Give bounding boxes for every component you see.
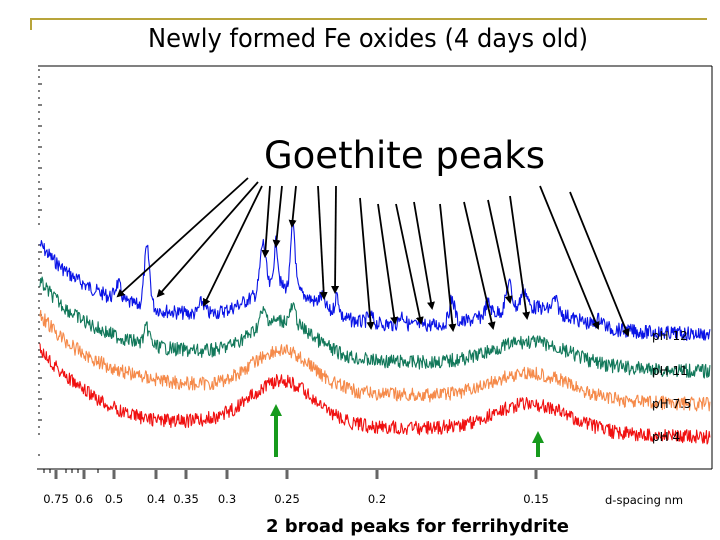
series-ph-7-5 (39, 309, 711, 412)
series-label: pH 4 (652, 430, 680, 444)
x-tick-label: 0.25 (274, 492, 300, 506)
series-ph-11 (39, 276, 711, 379)
x-tick (54, 470, 58, 479)
x-tick (285, 470, 289, 479)
y-axis-minor-ticks (38, 69, 42, 456)
goethite-arrow (116, 177, 249, 298)
x-tick (534, 470, 538, 479)
slide-title: Newly formed Fe oxides (4 days old) (147, 24, 589, 54)
goethite-arrow (331, 185, 340, 294)
goethite-arrow (203, 185, 263, 307)
x-tick-label: 0.5 (105, 492, 123, 506)
goethite-peaks-label: Goethite peaks (264, 134, 545, 177)
series-label: pH 11 (652, 364, 688, 378)
goethite-arrow (272, 185, 283, 248)
ferrihydrite-label: 2 broad peaks for ferrihydrite (266, 516, 569, 537)
x-tick (225, 470, 229, 479)
x-tick-label: 0.75 (43, 492, 69, 506)
x-tick (375, 470, 379, 479)
ferrihydrite-arrows (270, 404, 544, 457)
goethite-arrow (569, 191, 630, 337)
series-label: pH 7.5 (652, 397, 692, 411)
series-label: pH 12 (652, 329, 688, 343)
series-ph-4 (39, 343, 711, 445)
x-tick (82, 470, 86, 479)
goethite-arrow (156, 181, 259, 298)
goethite-arrow (509, 195, 531, 320)
x-tick-label: 0.35 (173, 492, 199, 506)
xrd-curves (39, 219, 711, 445)
title-rule-corner (30, 18, 32, 30)
goethite-arrow (439, 203, 457, 332)
x-tick-label: 0.6 (75, 492, 93, 506)
x-tick (112, 470, 116, 479)
goethite-arrow (395, 203, 424, 325)
goethite-arrow (359, 197, 375, 330)
goethite-arrow (413, 201, 435, 310)
x-tick-label: 0.3 (218, 492, 236, 506)
goethite-arrow (463, 201, 496, 330)
goethite-arrows (116, 177, 630, 337)
x-tick-label: 0.15 (523, 492, 549, 506)
goethite-arrow (377, 203, 399, 325)
x-axis-ticks: 0.75 0.6 0.5 0.4 0.35 0.3 0.25 0.2 0.15 (43, 469, 549, 506)
goethite-arrow (288, 185, 297, 228)
goethite-arrow (261, 185, 271, 258)
series-labels: pH 12 pH 11 pH 7.5 pH 4 (652, 329, 692, 444)
title-rule (30, 18, 707, 20)
goethite-arrow (317, 185, 328, 300)
goethite-arrow (539, 185, 600, 330)
plot-frame (37, 65, 713, 470)
goethite-arrow (487, 199, 513, 304)
x-axis-label: d-spacing nm (605, 493, 683, 507)
x-tick-label: 0.2 (368, 492, 386, 506)
x-tick (184, 470, 188, 479)
x-tick-label: 0.4 (147, 492, 165, 506)
x-tick (154, 470, 158, 479)
series-ph-12 (39, 219, 711, 341)
